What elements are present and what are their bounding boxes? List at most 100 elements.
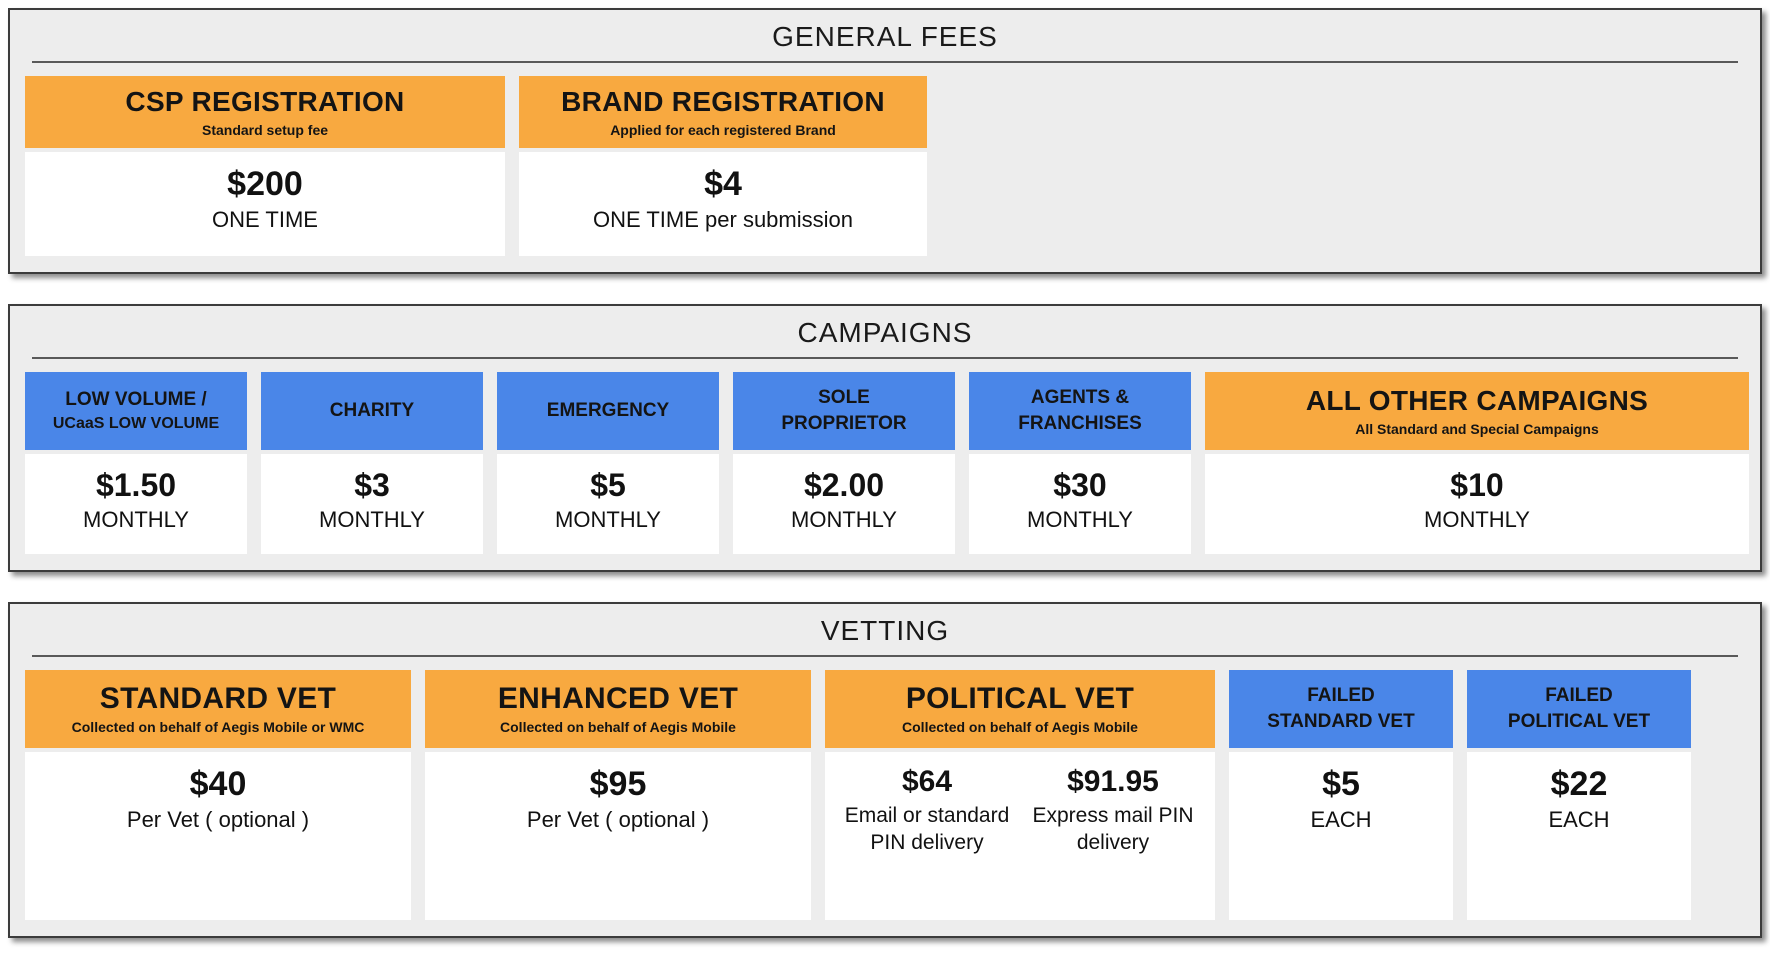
campaigns-cards: LOW VOLUME / UCaaS LOW VOLUME $1.50 MONT… (10, 359, 1760, 570)
all-other-campaigns-name: ALL OTHER CAMPAIGNS (1305, 385, 1649, 416)
failed-standard-vet-card: FAILED STANDARD VET $5 EACH (1229, 670, 1453, 920)
csp-registration-body: $200 ONE TIME (25, 152, 505, 256)
general-fees-title: GENERAL FEES (772, 21, 998, 52)
low-volume-body: $1.50 MONTHLY (25, 454, 247, 554)
charity-header: CHARITY (261, 372, 483, 450)
political-vet-option-express: $91.95 Express mail PIN delivery (1027, 764, 1199, 856)
campaigns-title: CAMPAIGNS (797, 317, 973, 348)
failed-standard-vet-price: $5 (1322, 765, 1360, 803)
csp-registration-subtitle: Standard setup fee (201, 122, 329, 138)
campaigns-divider (32, 357, 1738, 359)
failed-political-vet-price-label: EACH (1548, 807, 1610, 832)
political-vet-options: $64 Email or standard PIN delivery $91.9… (825, 764, 1215, 856)
all-other-campaigns-body: $10 MONTHLY (1205, 454, 1749, 554)
agents-franchises-header: AGENTS & FRANCHISES (969, 372, 1191, 450)
political-vet-express-price: $91.95 (1067, 765, 1159, 798)
failed-political-vet-card: FAILED POLITICAL VET $22 EACH (1467, 670, 1691, 920)
all-other-campaigns-subtitle: All Standard and Special Campaigns (1355, 421, 1599, 437)
enhanced-vet-price-label: Per Vet ( optional ) (526, 807, 710, 832)
failed-standard-vet-header: FAILED STANDARD VET (1229, 670, 1453, 748)
enhanced-vet-header: ENHANCED VET Collected on behalf of Aegi… (425, 670, 811, 748)
low-volume-price: $1.50 (95, 467, 177, 503)
brand-registration-body: $4 ONE TIME per submission (519, 152, 927, 256)
standard-vet-header: STANDARD VET Collected on behalf of Aegi… (25, 670, 411, 748)
general-fees-cards: CSP REGISTRATION Standard setup fee $200… (10, 63, 1760, 272)
emergency-price: $5 (590, 467, 626, 503)
agents-franchises-price-label: MONTHLY (1027, 507, 1133, 532)
brand-registration-header: BRAND REGISTRATION Applied for each regi… (519, 76, 927, 148)
failed-political-vet-header: FAILED POLITICAL VET (1467, 670, 1691, 748)
standard-vet-name: STANDARD VET (99, 682, 337, 715)
emergency-body: $5 MONTHLY (497, 454, 719, 554)
standard-vet-subtitle: Collected on behalf of Aegis Mobile or W… (71, 719, 365, 735)
agents-franchises-price: $30 (1053, 467, 1107, 503)
brand-registration-card: BRAND REGISTRATION Applied for each regi… (519, 76, 927, 256)
failed-political-vet-body: $22 EACH (1467, 752, 1691, 920)
low-volume-name-line1: LOW VOLUME / (65, 389, 207, 410)
political-vet-subtitle: Collected on behalf of Aegis Mobile (902, 719, 1138, 735)
enhanced-vet-body: $95 Per Vet ( optional ) (425, 752, 811, 920)
brand-registration-price: $4 (704, 165, 742, 203)
vetting-panel: VETTING STANDARD VET Collected on behalf… (8, 602, 1762, 938)
general-fees-divider (32, 61, 1738, 63)
vetting-divider (32, 655, 1738, 657)
sole-proprietor-card: SOLE PROPRIETOR $2.00 MONTHLY (733, 372, 955, 554)
low-volume-price-label: MONTHLY (83, 507, 189, 532)
sole-proprietor-price: $2.00 (803, 467, 885, 503)
charity-card: CHARITY $3 MONTHLY (261, 372, 483, 554)
enhanced-vet-name: ENHANCED VET (497, 682, 739, 715)
emergency-header: EMERGENCY (497, 372, 719, 450)
all-other-campaigns-price-label: MONTHLY (1424, 507, 1530, 532)
csp-registration-header: CSP REGISTRATION Standard setup fee (25, 76, 505, 148)
csp-registration-price-label: ONE TIME (212, 207, 318, 232)
csp-registration-card: CSP REGISTRATION Standard setup fee $200… (25, 76, 505, 256)
agents-franchises-body: $30 MONTHLY (969, 454, 1191, 554)
brand-registration-price-label: ONE TIME per submission (592, 207, 853, 232)
agents-franchises-name-line1: AGENTS & (1030, 387, 1130, 408)
standard-vet-card: STANDARD VET Collected on behalf of Aegi… (25, 670, 411, 920)
charity-name: CHARITY (329, 400, 415, 421)
political-vet-express-price-label: Express mail PIN delivery (1032, 804, 1194, 854)
brand-registration-name: BRAND REGISTRATION (561, 86, 885, 117)
charity-price: $3 (354, 467, 390, 503)
political-vet-header: POLITICAL VET Collected on behalf of Aeg… (825, 670, 1215, 748)
emergency-card: EMERGENCY $5 MONTHLY (497, 372, 719, 554)
enhanced-vet-card: ENHANCED VET Collected on behalf of Aegi… (425, 670, 811, 920)
enhanced-vet-price: $95 (589, 765, 647, 803)
standard-vet-body: $40 Per Vet ( optional ) (25, 752, 411, 920)
standard-vet-price-label: Per Vet ( optional ) (126, 807, 310, 832)
sole-proprietor-name-line2: PROPRIETOR (781, 413, 907, 434)
all-other-campaigns-card: ALL OTHER CAMPAIGNS All Standard and Spe… (1205, 372, 1749, 554)
agents-franchises-card: AGENTS & FRANCHISES $30 MONTHLY (969, 372, 1191, 554)
failed-political-vet-name-line2: POLITICAL VET (1507, 711, 1651, 732)
charity-body: $3 MONTHLY (261, 454, 483, 554)
csp-registration-name: CSP REGISTRATION (125, 86, 405, 117)
sole-proprietor-body: $2.00 MONTHLY (733, 454, 955, 554)
low-volume-header: LOW VOLUME / UCaaS LOW VOLUME (25, 372, 247, 450)
sole-proprietor-price-label: MONTHLY (791, 507, 897, 532)
failed-standard-vet-name-line1: FAILED (1307, 685, 1375, 706)
sole-proprietor-name-line1: SOLE (818, 387, 870, 408)
general-fees-panel: GENERAL FEES CSP REGISTRATION Standard s… (8, 8, 1762, 274)
political-vet-standard-price-label: Email or standard PIN delivery (844, 804, 1010, 854)
political-vet-name: POLITICAL VET (905, 682, 1135, 715)
csp-registration-price: $200 (227, 165, 303, 203)
emergency-price-label: MONTHLY (555, 507, 661, 532)
failed-standard-vet-price-label: EACH (1310, 807, 1372, 832)
agents-franchises-name-line2: FRANCHISES (1018, 413, 1142, 434)
enhanced-vet-subtitle: Collected on behalf of Aegis Mobile (500, 719, 736, 735)
emergency-name: EMERGENCY (546, 400, 670, 421)
standard-vet-price: $40 (189, 765, 247, 803)
campaigns-panel: CAMPAIGNS LOW VOLUME / UCaaS LOW VOLUME … (8, 304, 1762, 572)
brand-registration-subtitle: Applied for each registered Brand (610, 122, 836, 138)
failed-standard-vet-name-line2: STANDARD VET (1267, 711, 1415, 732)
sole-proprietor-header: SOLE PROPRIETOR (733, 372, 955, 450)
failed-political-vet-name-line1: FAILED (1545, 685, 1613, 706)
low-volume-name-line2: UCaaS LOW VOLUME (52, 415, 220, 432)
vetting-title: VETTING (820, 615, 950, 646)
political-vet-option-standard: $64 Email or standard PIN delivery (841, 764, 1013, 856)
political-vet-body: $64 Email or standard PIN delivery $91.9… (825, 752, 1215, 920)
failed-standard-vet-body: $5 EACH (1229, 752, 1453, 920)
political-vet-card: POLITICAL VET Collected on behalf of Aeg… (825, 670, 1215, 920)
failed-political-vet-price: $22 (1550, 765, 1608, 803)
